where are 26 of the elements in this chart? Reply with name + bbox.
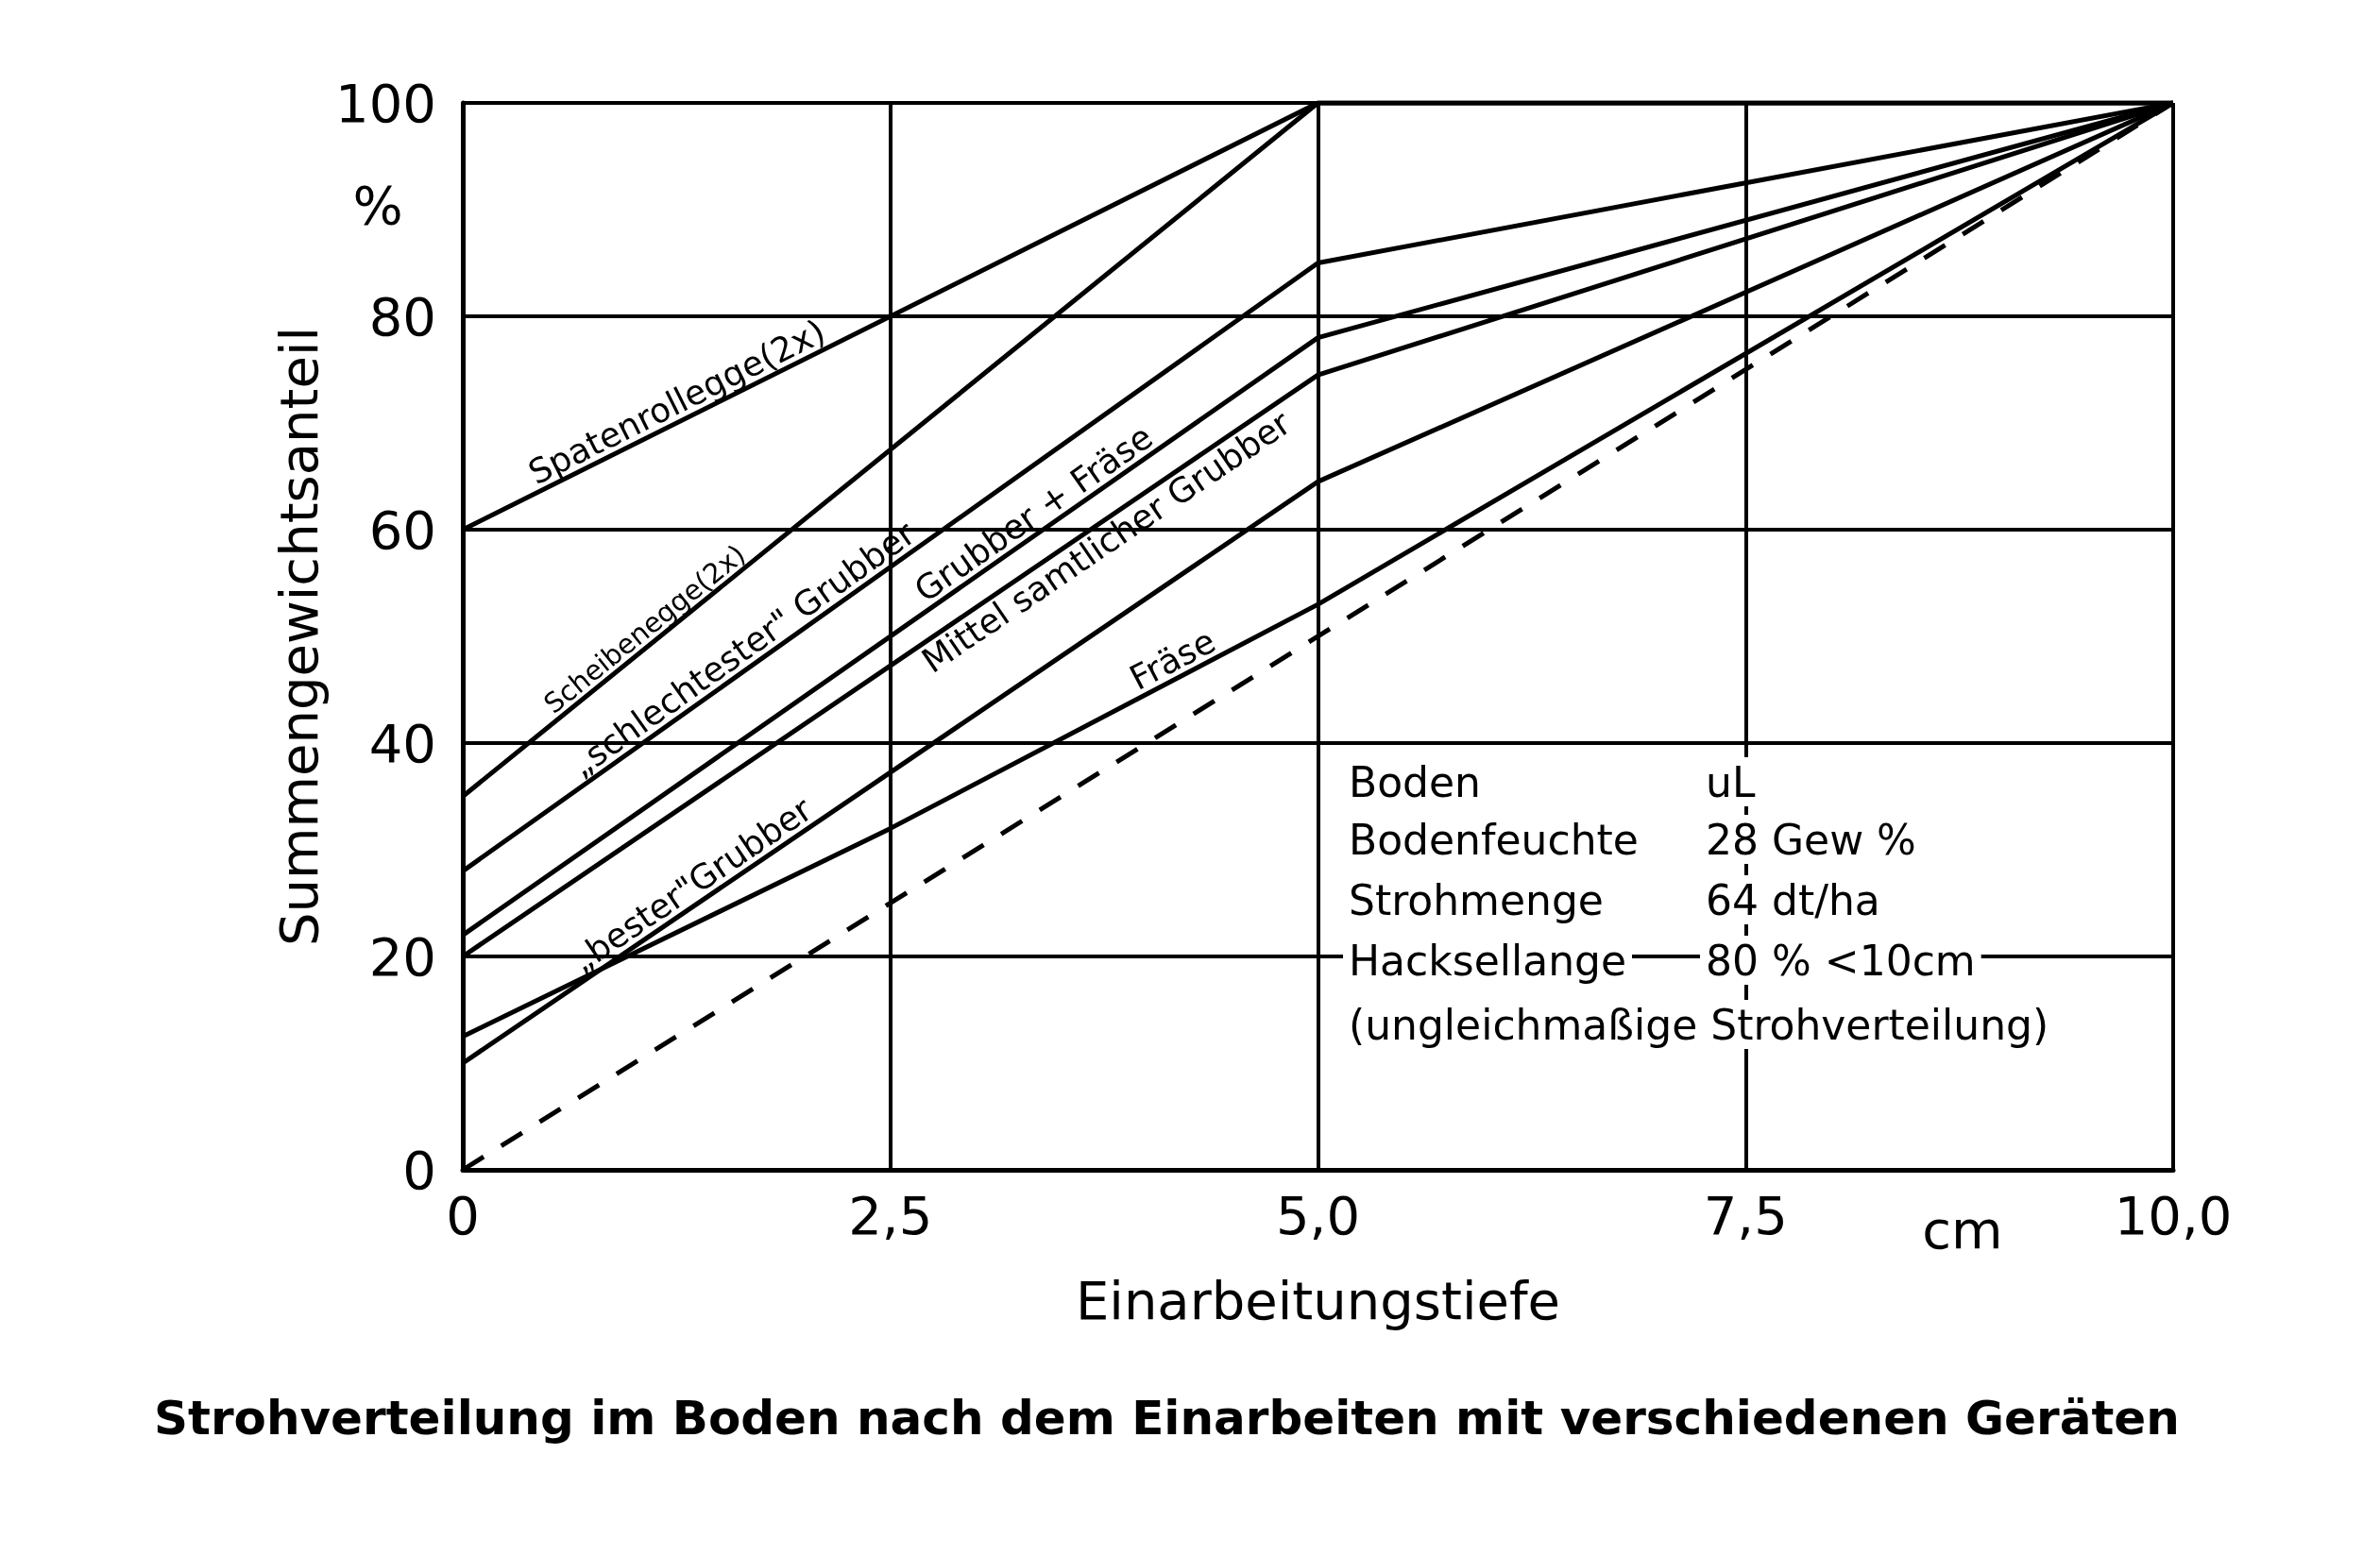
y-axis-title: Summengewichtsanteil bbox=[267, 326, 330, 947]
text: Strohverteilung im Boden nach dem Einarbeiten mit verschiedenen Geräten bbox=[154, 1391, 2180, 1446]
x-tick-label: 7,5 bbox=[1703, 1184, 1788, 1246]
annotation: Strohmenge bbox=[1349, 875, 1604, 924]
annotation: Boden bbox=[1349, 757, 1481, 806]
text: cm bbox=[1922, 1198, 2003, 1260]
annotation: Bodenfeuchte bbox=[1349, 815, 1639, 864]
text: Fräse bbox=[1123, 620, 1222, 698]
y-tick-label: 80 bbox=[368, 285, 436, 347]
x-tick-label: 2,5 bbox=[848, 1184, 933, 1246]
y-tick-label: 40 bbox=[368, 712, 436, 774]
y-tick-label: 20 bbox=[368, 925, 436, 988]
annotation: Hacksellange bbox=[1349, 936, 1627, 985]
y-tick-label: 100 bbox=[335, 72, 436, 134]
annotation: (ungleichmaßige Strohverteilung) bbox=[1349, 1000, 2049, 1049]
annotation: 28 Gew % bbox=[1706, 815, 1916, 864]
y-tick-label: 60 bbox=[368, 499, 436, 561]
x-tick-label: 0 bbox=[446, 1184, 480, 1246]
x-tick-label: 5,0 bbox=[1275, 1184, 1361, 1246]
annotation: uL bbox=[1706, 757, 1756, 806]
annotation: 80 % <10cm bbox=[1706, 936, 1976, 985]
x-axis-title: Einarbeitungstiefe bbox=[1075, 1269, 1561, 1331]
y-tick-label: 0 bbox=[402, 1139, 436, 1201]
annotation: 64 dt/ha bbox=[1706, 875, 1880, 924]
text: % bbox=[352, 174, 403, 236]
x-tick-label: 10,0 bbox=[2114, 1184, 2233, 1246]
